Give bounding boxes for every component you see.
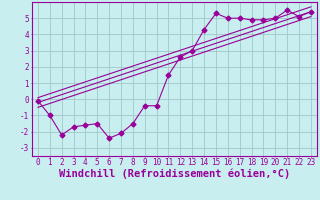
X-axis label: Windchill (Refroidissement éolien,°C): Windchill (Refroidissement éolien,°C) [59,168,290,179]
